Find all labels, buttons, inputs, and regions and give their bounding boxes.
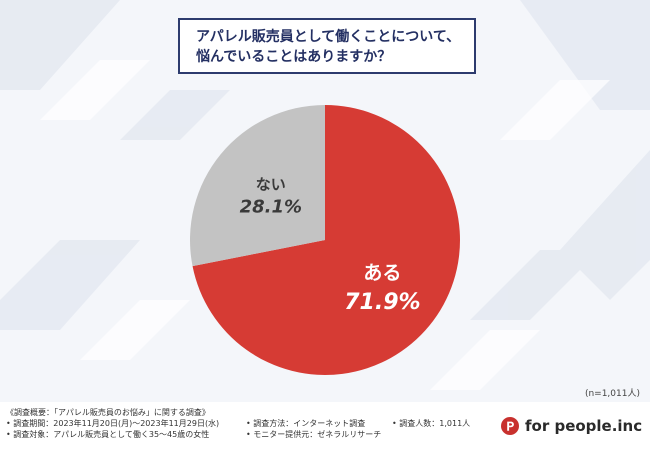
pie-slice-label-0: ある <box>363 262 401 284</box>
p-circle-logo-icon <box>501 417 519 435</box>
question-title-line-2: 悩んでいることはありますか？ <box>196 49 392 65</box>
survey-overview <box>0 402 650 450</box>
survey-period: • 調査期間：2023年11月20日(月)〜2023年11月29日(水) <box>6 419 220 428</box>
survey-provider: • モニター提供元：ゼネラルリサーチ <box>246 430 382 439</box>
pie-slice-value-0: 71.9% <box>344 290 420 315</box>
survey-method: • 調査方法：インターネット調査 <box>246 419 366 428</box>
pie-slice-label-1: ない <box>256 175 286 193</box>
question-title-box: アパレル販売員として働くことについて、 悩んでいることはありますか？ <box>178 18 476 74</box>
survey-heading: 《調査概要：「アパレル販売員のお悩み」に関する調査》 <box>6 408 210 417</box>
survey-count: • 調査人数：1,011人 <box>392 419 471 428</box>
question-title-line-1: アパレル販売員として働くことについて、 <box>196 29 461 45</box>
pie-slice-1 <box>189 105 325 267</box>
pie-slice-0 <box>192 105 460 376</box>
survey-target: • 調査対象：アパレル販売員として働く35〜45歳の女性 <box>6 430 210 439</box>
sample-size-label: (n=1,011人) <box>584 389 640 399</box>
logo-text: for people.inc <box>525 417 643 435</box>
company-logo: for people.inc <box>501 415 642 437</box>
pie-slice-value-1: 28.1% <box>240 196 302 217</box>
